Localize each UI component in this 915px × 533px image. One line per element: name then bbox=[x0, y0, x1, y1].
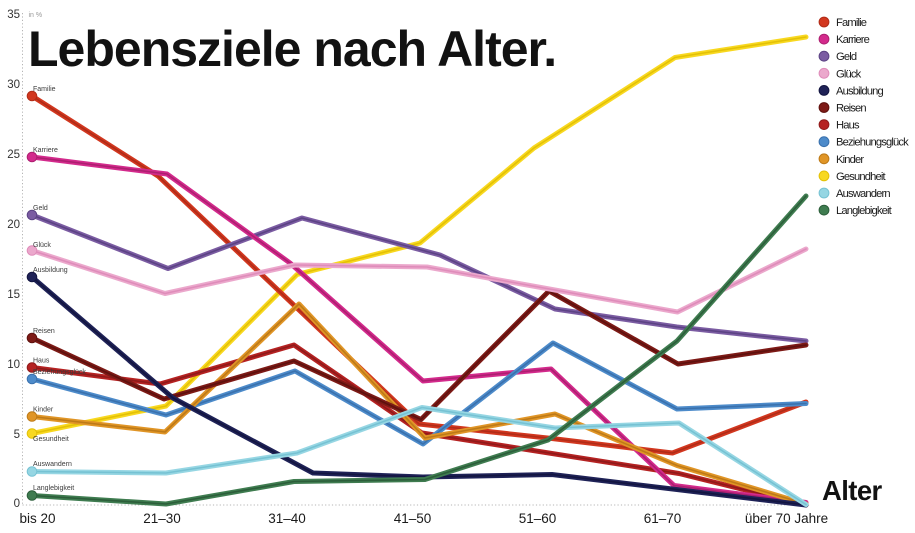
svg-text:Auswandern: Auswandern bbox=[33, 461, 72, 468]
svg-text:Glück: Glück bbox=[33, 242, 51, 249]
svg-text:Gesundheit: Gesundheit bbox=[836, 171, 886, 183]
svg-text:Reisen: Reisen bbox=[836, 103, 866, 115]
svg-text:30: 30 bbox=[7, 79, 20, 91]
svg-text:Beziehungsglück: Beziehungsglück bbox=[836, 137, 909, 149]
svg-text:20: 20 bbox=[7, 219, 20, 231]
svg-text:41–50: 41–50 bbox=[394, 511, 432, 526]
svg-text:Familie: Familie bbox=[836, 17, 867, 29]
svg-text:61–70: 61–70 bbox=[644, 511, 682, 526]
svg-text:Glück: Glück bbox=[836, 68, 862, 80]
svg-text:Karriere: Karriere bbox=[836, 34, 870, 46]
svg-text:Ausbildung: Ausbildung bbox=[33, 267, 68, 274]
svg-text:in %: in % bbox=[29, 12, 43, 19]
svg-text:51–60: 51–60 bbox=[519, 511, 557, 526]
svg-text:Geld: Geld bbox=[836, 51, 857, 63]
svg-text:Haus: Haus bbox=[836, 120, 860, 132]
svg-text:Beziehungsglück: Beziehungsglück bbox=[33, 369, 86, 376]
svg-text:10: 10 bbox=[7, 359, 20, 371]
svg-text:Karriere: Karriere bbox=[33, 147, 58, 154]
svg-text:25: 25 bbox=[7, 149, 20, 161]
svg-text:über 70 Jahre: über 70 Jahre bbox=[745, 511, 828, 526]
svg-text:Langlebigkeit: Langlebigkeit bbox=[836, 205, 893, 217]
svg-text:Ausbildung: Ausbildung bbox=[836, 85, 883, 97]
svg-text:Kinder: Kinder bbox=[836, 154, 864, 166]
svg-text:bis 20: bis 20 bbox=[19, 511, 55, 526]
svg-text:0: 0 bbox=[14, 498, 20, 510]
svg-text:35: 35 bbox=[7, 9, 20, 21]
svg-text:Kinder: Kinder bbox=[33, 407, 54, 414]
svg-text:Geld: Geld bbox=[33, 205, 48, 212]
svg-text:15: 15 bbox=[7, 289, 20, 301]
svg-text:Familie: Familie bbox=[33, 86, 56, 93]
svg-text:Langlebigkeit: Langlebigkeit bbox=[33, 485, 74, 492]
svg-text:Gesundheit: Gesundheit bbox=[33, 436, 69, 443]
svg-text:Haus: Haus bbox=[33, 358, 50, 365]
svg-text:Auswandern: Auswandern bbox=[836, 188, 890, 200]
svg-text:31–40: 31–40 bbox=[268, 511, 306, 526]
svg-text:5: 5 bbox=[14, 429, 20, 441]
svg-text:21–30: 21–30 bbox=[143, 511, 181, 526]
svg-text:Reisen: Reisen bbox=[33, 328, 55, 335]
